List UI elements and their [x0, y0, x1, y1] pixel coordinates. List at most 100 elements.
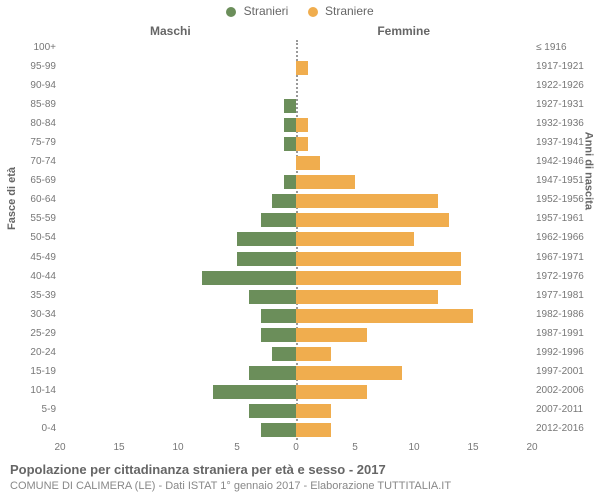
bar-male: [261, 309, 296, 323]
x-tick: 15: [467, 442, 478, 453]
bar-male: [249, 290, 296, 304]
pyramid-row: 0-42012-2016: [60, 421, 532, 440]
birth-year-label: 2007-2011: [536, 404, 600, 415]
pyramid-row: 40-441972-1976: [60, 269, 532, 288]
bar-male: [213, 385, 296, 399]
pyramid-row: 25-291987-1991: [60, 326, 532, 345]
population-pyramid-chart: Stranieri Straniere Maschi Femmine Fasce…: [0, 0, 600, 500]
age-label: 10-14: [18, 385, 56, 396]
bar-female: [296, 366, 402, 380]
pyramid-row: 100+≤ 1916: [60, 40, 532, 59]
caption-sub: COMUNE DI CALIMERA (LE) - Dati ISTAT 1° …: [10, 480, 451, 492]
legend-label-male: Stranieri: [244, 4, 289, 18]
header-female: Femmine: [377, 24, 430, 38]
age-label: 30-34: [18, 309, 56, 320]
birth-year-label: 1977-1981: [536, 290, 600, 301]
bar-male: [202, 271, 296, 285]
pyramid-row: 60-641952-1956: [60, 192, 532, 211]
birth-year-label: 1997-2001: [536, 366, 600, 377]
birth-year-label: 1947-1951: [536, 175, 600, 186]
birth-year-label: 1967-1971: [536, 252, 600, 263]
bar-male: [272, 347, 296, 361]
age-label: 50-54: [18, 232, 56, 243]
legend-swatch-male: [226, 7, 236, 17]
pyramid-row: 85-891927-1931: [60, 97, 532, 116]
age-label: 80-84: [18, 118, 56, 129]
pyramid-row: 80-841932-1936: [60, 116, 532, 135]
x-tick: 10: [408, 442, 419, 453]
x-tick: 5: [234, 442, 240, 453]
legend-item-female: Straniere: [308, 4, 374, 18]
age-label: 0-4: [18, 423, 56, 434]
pyramid-row: 95-991917-1921: [60, 59, 532, 78]
bar-female: [296, 156, 320, 170]
bar-female: [296, 290, 438, 304]
bar-male: [261, 423, 296, 437]
x-tick: 20: [526, 442, 537, 453]
bar-male: [284, 137, 296, 151]
birth-year-label: 1962-1966: [536, 232, 600, 243]
age-label: 20-24: [18, 347, 56, 358]
bar-female: [296, 328, 367, 342]
caption-main: Popolazione per cittadinanza straniera p…: [10, 462, 386, 477]
age-label: 100+: [18, 42, 56, 53]
bar-female: [296, 137, 308, 151]
birth-year-label: 1922-1926: [536, 80, 600, 91]
bar-female: [296, 252, 461, 266]
bar-female: [296, 385, 367, 399]
legend-item-male: Stranieri: [226, 4, 288, 18]
x-axis: 201510505101520: [60, 440, 532, 460]
pyramid-row: 75-791937-1941: [60, 135, 532, 154]
bar-male: [272, 194, 296, 208]
birth-year-label: 1917-1921: [536, 61, 600, 72]
bar-male: [261, 328, 296, 342]
bar-female: [296, 213, 449, 227]
bar-male: [237, 252, 296, 266]
bar-female: [296, 347, 331, 361]
pyramid-row: 35-391977-1981: [60, 288, 532, 307]
pyramid-row: 90-941922-1926: [60, 78, 532, 97]
age-label: 95-99: [18, 61, 56, 72]
legend: Stranieri Straniere: [0, 4, 600, 18]
birth-year-label: 1992-1996: [536, 347, 600, 358]
pyramid-row: 65-691947-1951: [60, 173, 532, 192]
age-label: 70-74: [18, 156, 56, 167]
y-axis-title-left: Fasce di età: [6, 167, 18, 230]
bar-male: [284, 175, 296, 189]
age-label: 25-29: [18, 328, 56, 339]
birth-year-label: 2002-2006: [536, 385, 600, 396]
age-label: 35-39: [18, 290, 56, 301]
bar-female: [296, 423, 331, 437]
bar-male: [284, 118, 296, 132]
pyramid-row: 20-241992-1996: [60, 345, 532, 364]
age-label: 75-79: [18, 137, 56, 148]
plot-area: 100+≤ 191695-991917-192190-941922-192685…: [60, 40, 532, 440]
bar-male: [237, 232, 296, 246]
birth-year-label: 1937-1941: [536, 137, 600, 148]
bar-female: [296, 61, 308, 75]
x-tick: 20: [54, 442, 65, 453]
bar-female: [296, 271, 461, 285]
x-tick: 10: [172, 442, 183, 453]
x-tick: 0: [293, 442, 299, 453]
legend-label-female: Straniere: [325, 4, 374, 18]
bar-male: [249, 366, 296, 380]
birth-year-label: 1927-1931: [536, 99, 600, 110]
age-label: 45-49: [18, 252, 56, 263]
birth-year-label: 1942-1946: [536, 156, 600, 167]
age-label: 40-44: [18, 271, 56, 282]
birth-year-label: 1972-1976: [536, 271, 600, 282]
age-label: 60-64: [18, 194, 56, 205]
pyramid-row: 5-92007-2011: [60, 402, 532, 421]
birth-year-label: 1932-1936: [536, 118, 600, 129]
bar-female: [296, 194, 438, 208]
age-label: 55-59: [18, 213, 56, 224]
legend-swatch-female: [308, 7, 318, 17]
age-label: 65-69: [18, 175, 56, 186]
bar-female: [296, 232, 414, 246]
age-label: 15-19: [18, 366, 56, 377]
x-tick: 5: [352, 442, 358, 453]
birth-year-label: ≤ 1916: [536, 42, 600, 53]
bar-male: [284, 99, 296, 113]
birth-year-label: 2012-2016: [536, 423, 600, 434]
